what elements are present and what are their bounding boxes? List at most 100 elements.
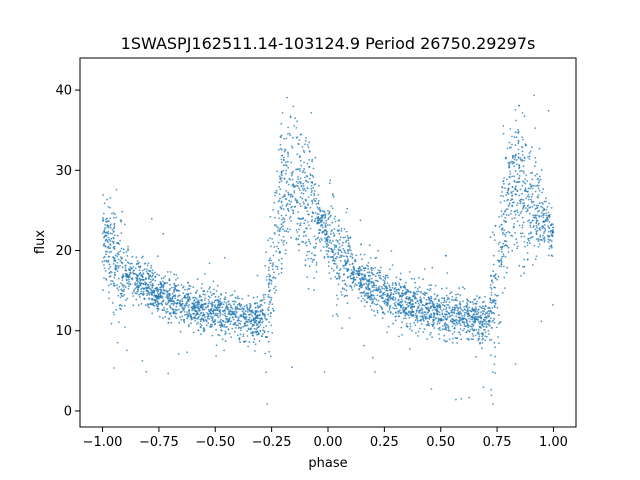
- data-point: [236, 319, 239, 322]
- data-point: [221, 306, 224, 309]
- data-point: [154, 271, 156, 274]
- data-point: [471, 318, 474, 321]
- x-tick-label: 0.75: [483, 435, 512, 450]
- data-point: [382, 292, 384, 295]
- data-point: [172, 312, 175, 314]
- data-point: [321, 226, 324, 229]
- data-point: [519, 200, 522, 203]
- data-point: [552, 226, 554, 229]
- data-point: [474, 309, 477, 311]
- data-point: [543, 200, 546, 203]
- data-point: [292, 184, 295, 187]
- data-point: [431, 336, 433, 339]
- data-point: [313, 258, 316, 261]
- data-point: [194, 296, 197, 299]
- data-point: [418, 327, 421, 330]
- y-tick-label: 30: [55, 164, 72, 179]
- data-point: [270, 324, 273, 327]
- data-point: [421, 308, 424, 311]
- data-point: [330, 250, 333, 253]
- data-point: [397, 299, 400, 302]
- data-point: [484, 335, 486, 337]
- data-point: [529, 222, 531, 224]
- data-point: [108, 275, 111, 278]
- data-point: [430, 313, 432, 315]
- data-point: [511, 198, 514, 201]
- data-point: [497, 336, 499, 338]
- data-point: [135, 277, 138, 279]
- data-point: [440, 301, 443, 304]
- data-point: [552, 231, 554, 233]
- data-point: [415, 332, 417, 334]
- data-point: [524, 187, 527, 189]
- data-point: [242, 313, 245, 316]
- data-point: [383, 281, 386, 284]
- data-point: [169, 306, 172, 309]
- data-point: [239, 323, 242, 325]
- data-point: [300, 185, 303, 188]
- data-point: [262, 333, 264, 335]
- data-point: [182, 309, 185, 311]
- data-point: [447, 304, 450, 306]
- data-point: [428, 302, 431, 305]
- data-point: [188, 308, 191, 311]
- data-point: [500, 259, 503, 262]
- data-point: [428, 314, 431, 317]
- data-point: [112, 237, 115, 240]
- data-point: [303, 203, 305, 205]
- data-point: [543, 209, 546, 211]
- data-point: [112, 311, 115, 314]
- data-point: [295, 200, 298, 203]
- data-point: [181, 315, 184, 318]
- data-point: [202, 306, 204, 308]
- data-point: [325, 222, 327, 225]
- data-point: [117, 266, 120, 269]
- data-point: [394, 311, 397, 314]
- data-point: [209, 296, 211, 299]
- data-point: [528, 158, 531, 160]
- data-point: [241, 298, 244, 300]
- data-point: [108, 251, 111, 254]
- data-point: [551, 255, 554, 257]
- data-point: [385, 289, 387, 292]
- data-point: [110, 280, 112, 282]
- data-point: [287, 133, 289, 135]
- data-point: [448, 306, 451, 308]
- data-point: [267, 330, 270, 333]
- data-point: [513, 136, 516, 139]
- data-point: [397, 288, 400, 290]
- data-point: [426, 292, 428, 295]
- data-point: [359, 253, 362, 256]
- data-point: [537, 187, 540, 190]
- data-point: [376, 303, 379, 306]
- data-point: [108, 256, 111, 258]
- data-point: [367, 267, 369, 270]
- data-point: [515, 119, 517, 122]
- data-point: [166, 294, 169, 297]
- data-point: [157, 288, 160, 291]
- data-point: [401, 300, 404, 303]
- data-point: [109, 227, 112, 229]
- data-point: [407, 304, 410, 307]
- data-point: [359, 269, 362, 271]
- data-point: [391, 284, 394, 286]
- data-point: [224, 330, 227, 333]
- data-point: [188, 324, 190, 326]
- data-point: [288, 199, 291, 202]
- data-point: [156, 273, 159, 276]
- data-point: [452, 299, 455, 301]
- data-point: [192, 286, 195, 288]
- data-point: [198, 303, 201, 306]
- data-point: [541, 191, 543, 194]
- data-point: [513, 225, 515, 228]
- data-point: [282, 235, 285, 238]
- data-point: [339, 259, 342, 262]
- data-point: [367, 284, 370, 286]
- data-point: [168, 318, 171, 320]
- data-point: [447, 329, 450, 332]
- data-point: [547, 225, 549, 228]
- data-point: [254, 313, 257, 315]
- data-point: [385, 274, 387, 277]
- data-point: [171, 292, 174, 295]
- data-point: [430, 305, 432, 308]
